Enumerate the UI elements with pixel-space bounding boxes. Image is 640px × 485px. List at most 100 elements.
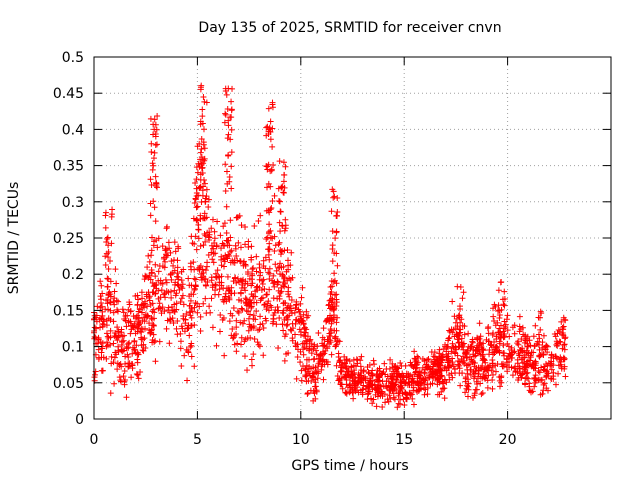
data-point xyxy=(282,300,289,307)
data-point xyxy=(331,334,338,341)
data-point xyxy=(148,234,155,241)
data-point xyxy=(225,287,232,294)
data-point xyxy=(403,396,410,403)
data-point xyxy=(223,168,230,175)
data-point xyxy=(141,300,148,307)
data-point xyxy=(206,234,213,241)
data-point xyxy=(393,377,400,384)
data-point xyxy=(471,360,478,367)
data-point xyxy=(125,360,132,367)
data-point xyxy=(225,152,232,159)
data-point xyxy=(242,241,249,248)
data-point xyxy=(157,305,164,312)
data-point xyxy=(257,297,264,304)
data-point xyxy=(318,363,325,370)
data-point xyxy=(212,282,219,289)
data-point xyxy=(211,228,218,235)
data-point xyxy=(321,336,328,343)
data-point xyxy=(241,317,248,324)
data-point xyxy=(276,158,283,165)
data-point xyxy=(465,343,472,350)
data-point xyxy=(315,330,322,337)
data-point xyxy=(241,338,248,345)
data-point xyxy=(200,242,207,249)
data-point xyxy=(515,374,522,381)
data-point xyxy=(272,261,279,268)
data-point xyxy=(224,273,231,280)
data-point xyxy=(251,335,258,342)
data-point xyxy=(560,332,567,339)
data-point xyxy=(500,360,507,367)
data-point xyxy=(457,305,464,312)
data-point xyxy=(464,370,471,377)
data-point xyxy=(166,340,173,347)
data-point xyxy=(262,254,269,261)
data-point xyxy=(260,324,267,331)
data-point xyxy=(111,301,118,308)
data-point xyxy=(516,352,523,359)
data-point xyxy=(444,353,451,360)
data-point xyxy=(97,324,104,331)
data-point xyxy=(136,305,143,312)
data-point xyxy=(115,328,122,335)
data-point xyxy=(370,396,377,403)
data-point xyxy=(484,325,491,332)
data-point xyxy=(251,222,258,229)
data-point xyxy=(461,350,468,357)
data-point xyxy=(243,307,250,314)
data-point xyxy=(150,121,157,128)
data-point xyxy=(527,388,534,395)
data-point xyxy=(224,242,231,249)
data-point xyxy=(265,269,272,276)
data-point xyxy=(280,159,287,166)
data-point xyxy=(496,377,503,384)
data-point xyxy=(412,356,419,363)
data-point xyxy=(530,349,537,356)
data-point xyxy=(110,359,117,366)
data-point xyxy=(511,330,518,337)
data-point xyxy=(253,284,260,291)
x-tick-label: 15 xyxy=(395,432,413,448)
data-point xyxy=(180,312,187,319)
data-point xyxy=(197,212,204,219)
data-point xyxy=(178,363,185,370)
data-point xyxy=(198,198,205,205)
data-point xyxy=(382,399,389,406)
data-point xyxy=(120,347,127,354)
data-point xyxy=(228,185,235,192)
data-point xyxy=(446,334,453,341)
data-point xyxy=(114,360,121,367)
data-point xyxy=(455,313,462,320)
data-point xyxy=(245,238,252,245)
data-point xyxy=(498,306,505,313)
data-point xyxy=(188,342,195,349)
data-point xyxy=(152,141,159,148)
data-point xyxy=(177,298,184,305)
data-point xyxy=(128,374,135,381)
data-point xyxy=(187,312,194,319)
data-point xyxy=(208,225,215,232)
data-point xyxy=(273,267,280,274)
data-point xyxy=(202,295,209,302)
data-point xyxy=(400,373,407,380)
data-point xyxy=(335,337,342,344)
data-point xyxy=(174,281,181,288)
data-point xyxy=(111,354,118,361)
data-point xyxy=(468,357,475,364)
data-point xyxy=(254,339,261,346)
data-point xyxy=(331,291,338,298)
data-point xyxy=(501,302,508,309)
data-point xyxy=(193,176,200,183)
data-point xyxy=(287,262,294,269)
data-point xyxy=(245,308,252,315)
data-point xyxy=(164,223,171,230)
data-point xyxy=(179,325,186,332)
data-point xyxy=(196,264,203,271)
data-point xyxy=(376,365,383,372)
data-point xyxy=(171,267,178,274)
data-point xyxy=(110,318,117,325)
data-point xyxy=(259,280,266,287)
data-point xyxy=(312,347,319,354)
data-point xyxy=(191,321,198,328)
data-point xyxy=(146,320,153,327)
